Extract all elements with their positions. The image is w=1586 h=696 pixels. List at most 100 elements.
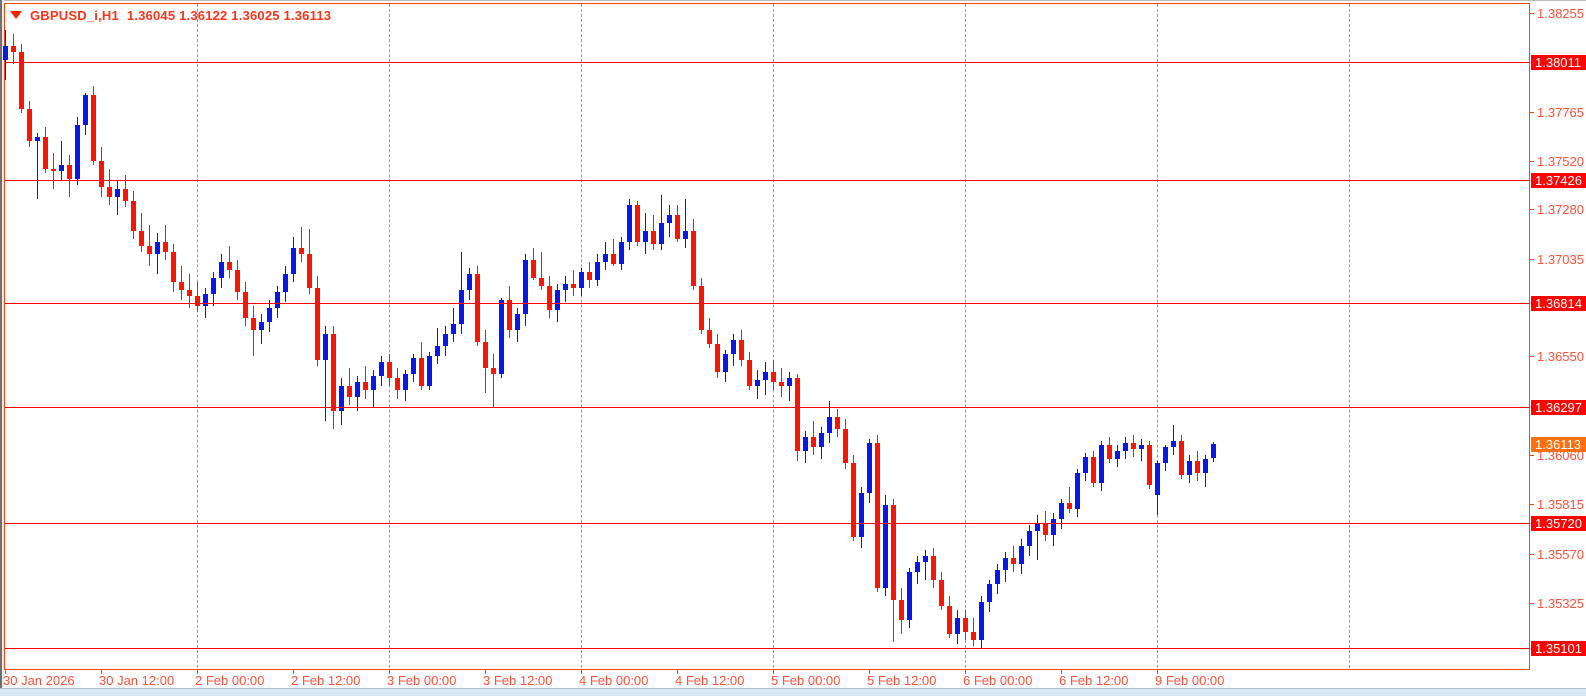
candle-wick: [117, 181, 118, 215]
candle-body: [155, 242, 160, 254]
candle-body: [731, 340, 736, 354]
candle-body: [987, 584, 992, 602]
candle-body: [691, 231, 696, 286]
candle-body: [811, 437, 816, 447]
day-separator-gridline: [197, 4, 198, 668]
candle-body: [683, 231, 688, 239]
price-level-line[interactable]: [5, 303, 1529, 304]
day-separator-gridline: [1349, 4, 1350, 668]
candle-body: [27, 109, 32, 141]
candle-body: [1179, 441, 1184, 475]
candle-body: [827, 417, 832, 433]
price-tick-label: 1.36550: [1537, 349, 1584, 364]
price-tick-mark: [1529, 455, 1534, 456]
price-tick-label: 1.37520: [1537, 154, 1584, 169]
candle-body: [659, 223, 664, 244]
chart-frame-right: [1529, 3, 1530, 669]
chart-title: GBPUSD_i,H1 1.36045 1.36122 1.36025 1.36…: [10, 7, 331, 23]
window-left-edge: [0, 0, 2, 690]
price-level-line[interactable]: [5, 180, 1529, 181]
candle-wick: [301, 227, 302, 262]
candle-body: [1075, 473, 1080, 509]
candle-body: [483, 342, 488, 368]
time-axis-line: [4, 669, 1530, 670]
candle-body: [771, 372, 776, 382]
candle-body: [459, 290, 464, 324]
candle-body: [867, 443, 872, 493]
price-level-line[interactable]: [5, 407, 1529, 408]
window-top-edge: [0, 0, 1586, 1]
candle-body: [427, 356, 432, 386]
candle-body: [835, 417, 840, 429]
price-tick-mark: [1529, 259, 1534, 260]
candle-body: [219, 262, 224, 278]
candle-wick: [573, 270, 574, 296]
candle-body: [227, 262, 232, 270]
time-tick-mark: [293, 670, 294, 674]
time-tick-mark: [1061, 670, 1062, 674]
price-tick-label: 1.38255: [1537, 6, 1584, 21]
candle-body: [579, 272, 584, 288]
candle-body: [539, 278, 544, 286]
candle-body: [1203, 459, 1208, 473]
candle-body: [923, 556, 928, 562]
candle-wick: [661, 195, 662, 250]
candle-body: [43, 137, 48, 169]
candle-body: [971, 632, 976, 640]
candle-body: [547, 286, 552, 310]
candle-body: [795, 378, 800, 451]
window-bottom-separator: [0, 688, 1586, 689]
candle-body: [19, 52, 24, 109]
candle-body: [819, 433, 824, 447]
candle-body: [347, 386, 352, 397]
candle-body: [67, 165, 72, 179]
candle-body: [243, 292, 248, 318]
candle-body: [179, 282, 184, 290]
day-separator-gridline: [1157, 4, 1158, 668]
candle-body: [467, 274, 472, 290]
candle-wick: [1141, 439, 1142, 461]
candle-body: [979, 602, 984, 640]
candle-body: [931, 556, 936, 580]
candle-body: [859, 493, 864, 537]
candle-body: [1027, 531, 1032, 546]
ohlc-values-label: 1.36045 1.36122 1.36025 1.36113: [126, 7, 332, 23]
candle-body: [747, 360, 752, 386]
symbol-dropdown-triangle-icon[interactable]: [10, 11, 22, 19]
candle-body: [443, 334, 448, 346]
day-separator-gridline: [965, 4, 966, 668]
time-tick-label: 5 Feb 00:00: [771, 673, 841, 688]
candle-body: [707, 330, 712, 344]
candle-body: [1211, 444, 1216, 458]
price-level-line[interactable]: [5, 62, 1529, 63]
candle-body: [91, 95, 96, 161]
price-tick-mark: [1529, 209, 1534, 210]
price-level-line[interactable]: [5, 648, 1529, 649]
price-level-box: 1.36297: [1531, 400, 1586, 415]
candle-wick: [1037, 515, 1038, 560]
candle-body: [1067, 503, 1072, 509]
candle-body: [339, 386, 344, 411]
price-level-line[interactable]: [5, 523, 1529, 524]
candle-body: [523, 260, 528, 314]
price-tick-label: 1.35570: [1537, 547, 1584, 562]
candle-body: [1115, 451, 1120, 459]
candle-body: [419, 358, 424, 386]
candle-body: [187, 290, 192, 296]
price-tick-mark: [1529, 554, 1534, 555]
time-tick-label: 6 Feb 00:00: [963, 673, 1033, 688]
candle-body: [323, 334, 328, 360]
candle-body: [675, 215, 680, 239]
time-tick-label: 3 Feb 12:00: [483, 673, 553, 688]
price-level-box: 1.36814: [1531, 296, 1586, 311]
candle-body: [451, 324, 456, 334]
candle-body: [1131, 443, 1136, 449]
price-level-box: 1.35720: [1531, 516, 1586, 531]
time-tick-mark: [5, 670, 6, 674]
candle-body: [3, 46, 8, 60]
candle-body: [851, 463, 856, 537]
time-tick-mark: [197, 670, 198, 674]
candle-body: [739, 340, 744, 360]
candle-body: [99, 161, 104, 187]
candle-wick: [789, 372, 790, 401]
